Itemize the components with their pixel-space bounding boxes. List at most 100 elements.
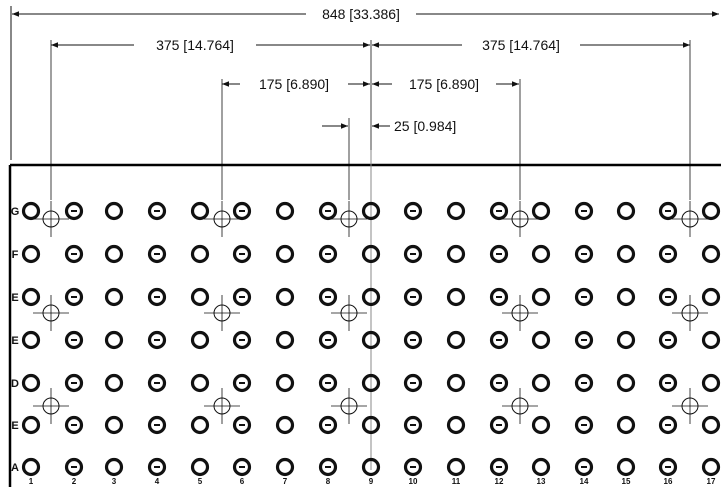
column-label: 2: [72, 477, 77, 486]
column-label: 4: [155, 477, 160, 486]
hole: [104, 415, 124, 435]
hole: [190, 457, 210, 477]
hole: [701, 201, 721, 221]
hole: [104, 244, 124, 264]
hole: [275, 415, 295, 435]
column-label: 14: [580, 477, 589, 486]
hole: [531, 415, 551, 435]
column-label: 7: [283, 477, 288, 486]
hole: [318, 373, 338, 393]
hole: [318, 244, 338, 264]
hole: [658, 415, 678, 435]
hole: [190, 330, 210, 350]
hole: [275, 330, 295, 350]
hole: [361, 287, 381, 307]
column-label: 17: [707, 477, 716, 486]
hole: [531, 457, 551, 477]
row-label: F: [12, 249, 19, 261]
row-label: G: [11, 206, 20, 218]
hole: [232, 287, 252, 307]
hole: [104, 287, 124, 307]
hole: [275, 287, 295, 307]
target-crosshair: [33, 201, 69, 237]
hole: [403, 244, 423, 264]
hole: [232, 415, 252, 435]
hole: [147, 330, 167, 350]
hole: [318, 287, 338, 307]
hole: [318, 457, 338, 477]
hole-grid: [21, 201, 721, 477]
hole: [104, 457, 124, 477]
row-label: E: [11, 420, 18, 432]
hole: [446, 201, 466, 221]
hole: [318, 415, 338, 435]
hole: [531, 287, 551, 307]
hole: [64, 330, 84, 350]
hole: [531, 373, 551, 393]
left-outer-dimension-label: 375 [14.764]: [156, 37, 234, 53]
hole: [275, 457, 295, 477]
hole: [403, 330, 423, 350]
hole: [64, 373, 84, 393]
hole: [574, 244, 594, 264]
hole: [361, 244, 381, 264]
overall-dimension: 848 [33.386]: [10, 6, 719, 160]
row-label: E: [11, 292, 18, 304]
offset-dimension-label: 25 [0.984]: [394, 118, 456, 134]
hole: [190, 201, 210, 221]
hole: [701, 457, 721, 477]
column-label: 8: [326, 477, 331, 486]
hole: [446, 373, 466, 393]
hole: [361, 373, 381, 393]
target-crosshair: [331, 388, 367, 424]
target-crosshair: [331, 295, 367, 331]
left-inner-dimension: 175 [6.890]: [222, 76, 370, 92]
hole: [701, 244, 721, 264]
hole: [658, 457, 678, 477]
hole: [275, 244, 295, 264]
target-crosshair: [331, 201, 367, 237]
hole: [574, 457, 594, 477]
hole: [658, 373, 678, 393]
left-inner-dimension-label: 175 [6.890]: [259, 76, 329, 92]
hole: [147, 415, 167, 435]
hole: [275, 201, 295, 221]
hole: [190, 244, 210, 264]
hole: [489, 244, 509, 264]
hole: [232, 330, 252, 350]
target-crosshair: [502, 295, 538, 331]
hole: [64, 457, 84, 477]
hole: [658, 287, 678, 307]
target-markers: [33, 201, 708, 424]
column-label: 15: [622, 477, 631, 486]
hole: [403, 373, 423, 393]
column-label: 1: [29, 477, 34, 486]
target-crosshair: [204, 295, 240, 331]
hole: [701, 330, 721, 350]
hole: [190, 287, 210, 307]
hole: [361, 330, 381, 350]
hole: [21, 457, 41, 477]
column-label: 13: [537, 477, 546, 486]
hole: [318, 330, 338, 350]
right-outer-dimension-label: 375 [14.764]: [482, 37, 560, 53]
hole: [446, 287, 466, 307]
hole: [232, 373, 252, 393]
hole: [489, 415, 509, 435]
hole: [403, 415, 423, 435]
hole: [104, 201, 124, 221]
hole: [318, 201, 338, 221]
hole: [361, 201, 381, 221]
hole: [361, 457, 381, 477]
column-label: 3: [112, 477, 117, 486]
hole: [574, 201, 594, 221]
target-crosshair: [502, 201, 538, 237]
hole: [616, 201, 636, 221]
hole: [21, 373, 41, 393]
hole: [147, 244, 167, 264]
hole: [21, 330, 41, 350]
column-label: 16: [664, 477, 673, 486]
right-inner-dimension: 175 [6.890]: [372, 76, 519, 92]
column-label: 6: [240, 477, 245, 486]
